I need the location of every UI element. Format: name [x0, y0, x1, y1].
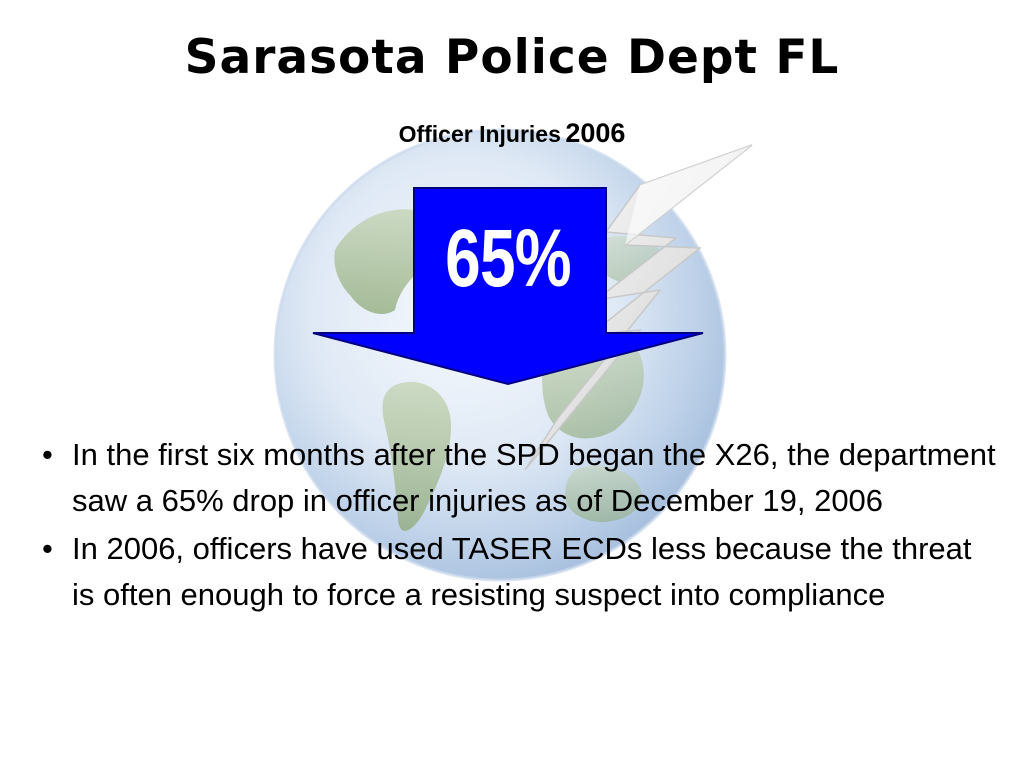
- bullet-text: In the first six months after the SPD be…: [72, 437, 996, 518]
- list-item: • In the first six months after the SPD …: [42, 432, 1002, 524]
- arrow-percentage: 65%: [445, 213, 571, 304]
- subtitle-label: Officer Injuries: [398, 121, 561, 147]
- bullet-list: • In the first six months after the SPD …: [42, 432, 1002, 620]
- bullet-marker: •: [42, 531, 53, 566]
- bullet-marker: •: [42, 437, 53, 472]
- slide-title: Sarasota Police Dept FL: [184, 30, 840, 85]
- list-item: • In 2006, officers have used TASER ECDs…: [42, 526, 1002, 618]
- subtitle-year: 2006: [565, 118, 626, 148]
- bullet-text: In 2006, officers have used TASER ECDs l…: [72, 531, 972, 612]
- slide-subtitle: Officer Injuries 2006: [0, 118, 1024, 149]
- down-arrow-icon: [312, 187, 704, 386]
